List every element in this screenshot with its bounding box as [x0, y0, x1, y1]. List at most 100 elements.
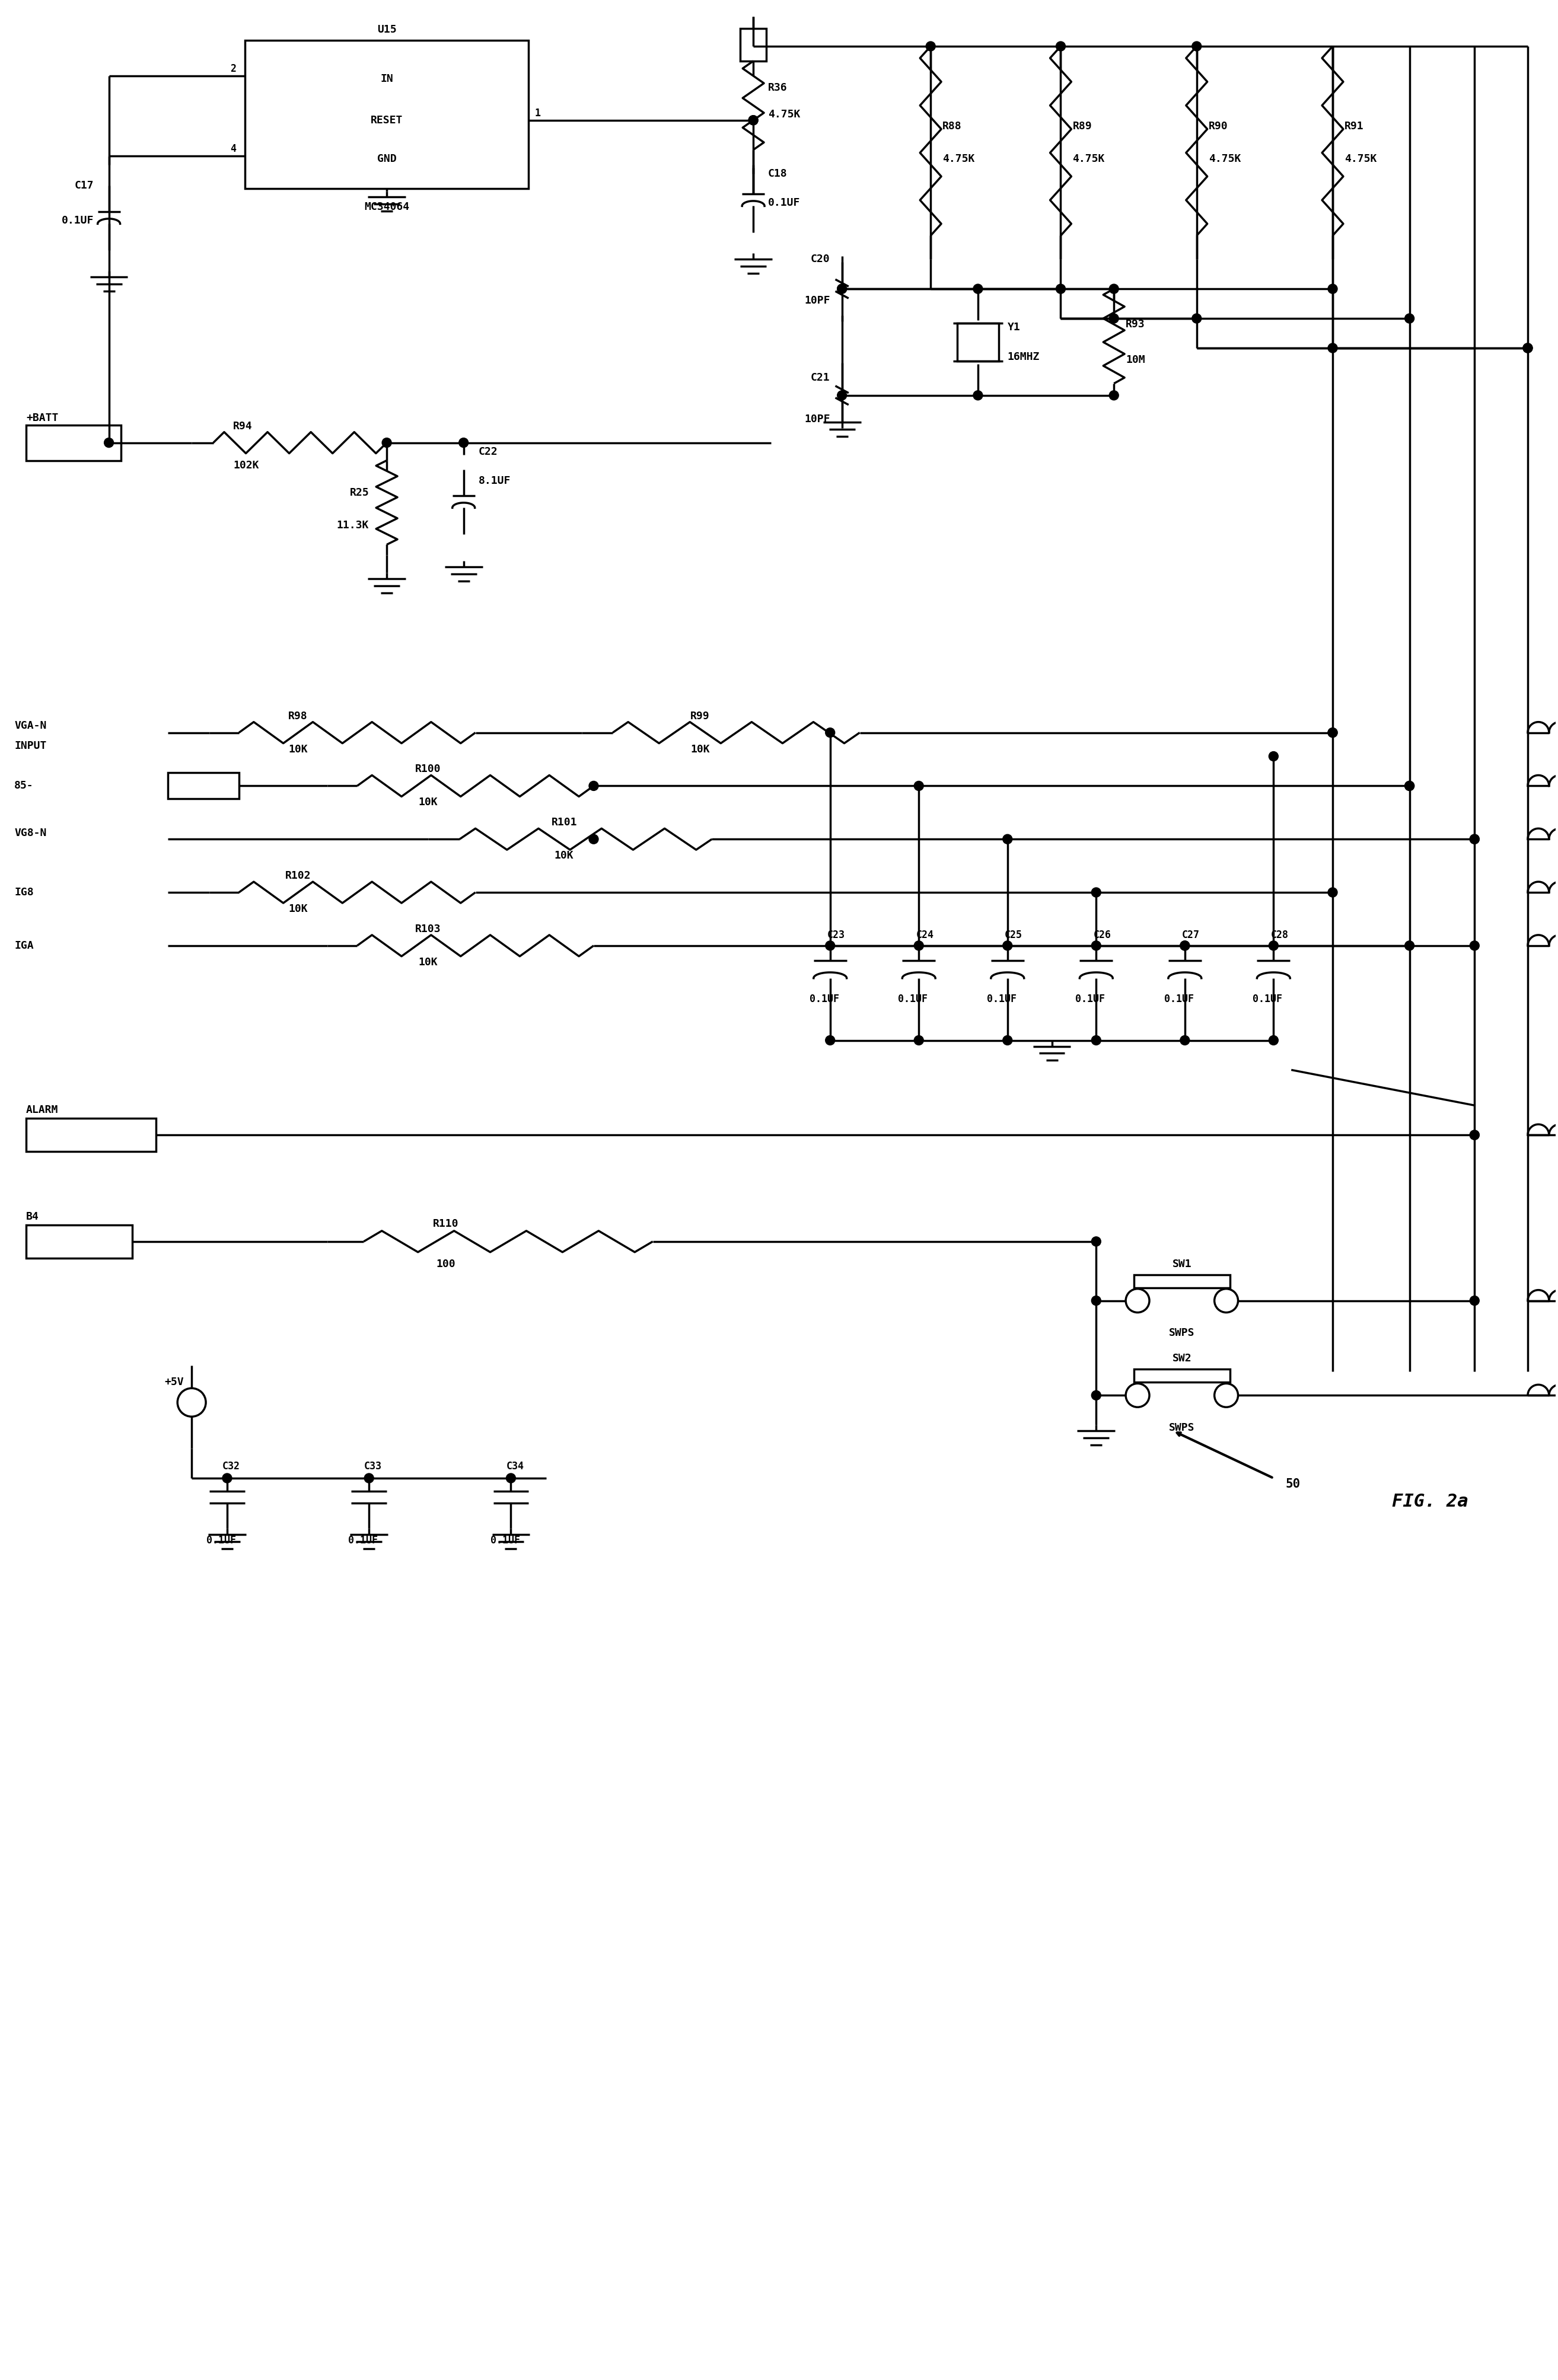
Circle shape	[1469, 1130, 1479, 1140]
Circle shape	[1092, 940, 1102, 950]
Text: R90: R90	[1209, 121, 1228, 131]
Text: 0.1UF: 0.1UF	[491, 1535, 520, 1545]
Text: 100: 100	[436, 1259, 455, 1269]
Text: 0.1UF: 0.1UF	[768, 198, 801, 209]
Circle shape	[826, 940, 835, 950]
Text: C21: C21	[810, 371, 830, 383]
Text: R93: R93	[1126, 319, 1145, 331]
Circle shape	[974, 390, 983, 400]
Text: 85-: 85-	[14, 781, 34, 790]
Text: FIG. 2a: FIG. 2a	[1391, 1492, 1468, 1511]
Text: 11.3K: 11.3K	[337, 521, 369, 531]
Circle shape	[365, 1473, 374, 1483]
Circle shape	[1405, 314, 1415, 324]
Circle shape	[1327, 888, 1337, 897]
Circle shape	[1056, 283, 1066, 293]
Text: B4: B4	[26, 1211, 39, 1221]
Circle shape	[1192, 314, 1201, 324]
Text: IN: IN	[380, 74, 393, 83]
Text: 0.1UF: 0.1UF	[62, 217, 93, 226]
Circle shape	[1268, 1035, 1278, 1045]
Text: 2: 2	[231, 64, 235, 74]
Circle shape	[1192, 40, 1201, 50]
Text: C23: C23	[827, 931, 844, 940]
Text: 10K: 10K	[690, 745, 710, 754]
Circle shape	[1524, 343, 1533, 352]
Circle shape	[104, 438, 114, 447]
Circle shape	[1268, 752, 1278, 762]
Circle shape	[915, 781, 924, 790]
Text: SWPS: SWPS	[1168, 1328, 1195, 1338]
Circle shape	[1469, 835, 1479, 845]
Circle shape	[1405, 781, 1415, 790]
Text: C27: C27	[1183, 931, 1200, 940]
Circle shape	[1003, 940, 1013, 950]
Text: 8.1UF: 8.1UF	[478, 476, 511, 486]
Text: 10K: 10K	[555, 850, 573, 862]
Circle shape	[1109, 283, 1119, 293]
Text: 10K: 10K	[419, 957, 438, 969]
Text: 10M: 10M	[1126, 355, 1145, 364]
Text: SW2: SW2	[1172, 1354, 1192, 1364]
Circle shape	[1405, 940, 1415, 950]
Text: R100: R100	[416, 764, 441, 774]
Text: IGA: IGA	[14, 940, 34, 952]
Circle shape	[837, 390, 846, 400]
Text: 4.75K: 4.75K	[1345, 152, 1377, 164]
Circle shape	[589, 835, 598, 845]
Text: 4.75K: 4.75K	[943, 152, 975, 164]
Circle shape	[1003, 835, 1013, 845]
Text: 0.1UF: 0.1UF	[206, 1535, 237, 1545]
Text: INPUT: INPUT	[14, 740, 47, 752]
Bar	[245, 40, 528, 188]
Text: C26: C26	[1094, 931, 1111, 940]
Circle shape	[1092, 1238, 1102, 1247]
Circle shape	[223, 1473, 232, 1483]
Text: +5V: +5V	[164, 1378, 184, 1388]
Circle shape	[1469, 1297, 1479, 1304]
Bar	[168, 774, 238, 800]
Circle shape	[1109, 390, 1119, 400]
Circle shape	[1179, 940, 1190, 950]
Text: 0.1UF: 0.1UF	[810, 992, 840, 1004]
Text: C33: C33	[365, 1461, 382, 1471]
Text: R94: R94	[234, 421, 252, 431]
Circle shape	[1179, 1035, 1190, 1045]
Circle shape	[460, 438, 469, 447]
Text: 50: 50	[1285, 1478, 1301, 1490]
Text: 0.1UF: 0.1UF	[897, 992, 927, 1004]
Circle shape	[748, 117, 759, 126]
Circle shape	[1003, 1035, 1013, 1045]
Text: R110: R110	[433, 1219, 458, 1228]
Text: R25: R25	[349, 488, 369, 497]
Bar	[26, 426, 120, 459]
Circle shape	[1092, 1390, 1102, 1399]
Text: 10K: 10K	[419, 797, 438, 807]
Text: ALARM: ALARM	[26, 1104, 58, 1116]
Text: RESET: RESET	[371, 114, 404, 126]
Text: R89: R89	[1072, 121, 1092, 131]
Circle shape	[748, 117, 759, 126]
Text: 4: 4	[231, 143, 235, 155]
Text: GND: GND	[377, 152, 396, 164]
Text: IG8: IG8	[14, 888, 34, 897]
Circle shape	[1327, 728, 1337, 738]
Text: 0.1UF: 0.1UF	[1253, 992, 1282, 1004]
Circle shape	[1056, 40, 1066, 50]
Text: Y1: Y1	[1008, 321, 1020, 333]
Text: R102: R102	[285, 871, 312, 881]
Text: MC34064: MC34064	[365, 202, 410, 212]
Text: 10K: 10K	[288, 745, 308, 754]
Text: R88: R88	[943, 121, 961, 131]
Circle shape	[1327, 728, 1337, 738]
Circle shape	[837, 283, 846, 293]
Text: SWPS: SWPS	[1168, 1423, 1195, 1433]
Text: 0.1UF: 0.1UF	[349, 1535, 379, 1545]
Text: R101: R101	[552, 816, 576, 828]
Text: C24: C24	[916, 931, 933, 940]
Text: C28: C28	[1271, 931, 1288, 940]
Circle shape	[1092, 1035, 1102, 1045]
Text: 102K: 102K	[234, 459, 259, 471]
Circle shape	[1268, 940, 1278, 950]
Circle shape	[1179, 940, 1190, 950]
